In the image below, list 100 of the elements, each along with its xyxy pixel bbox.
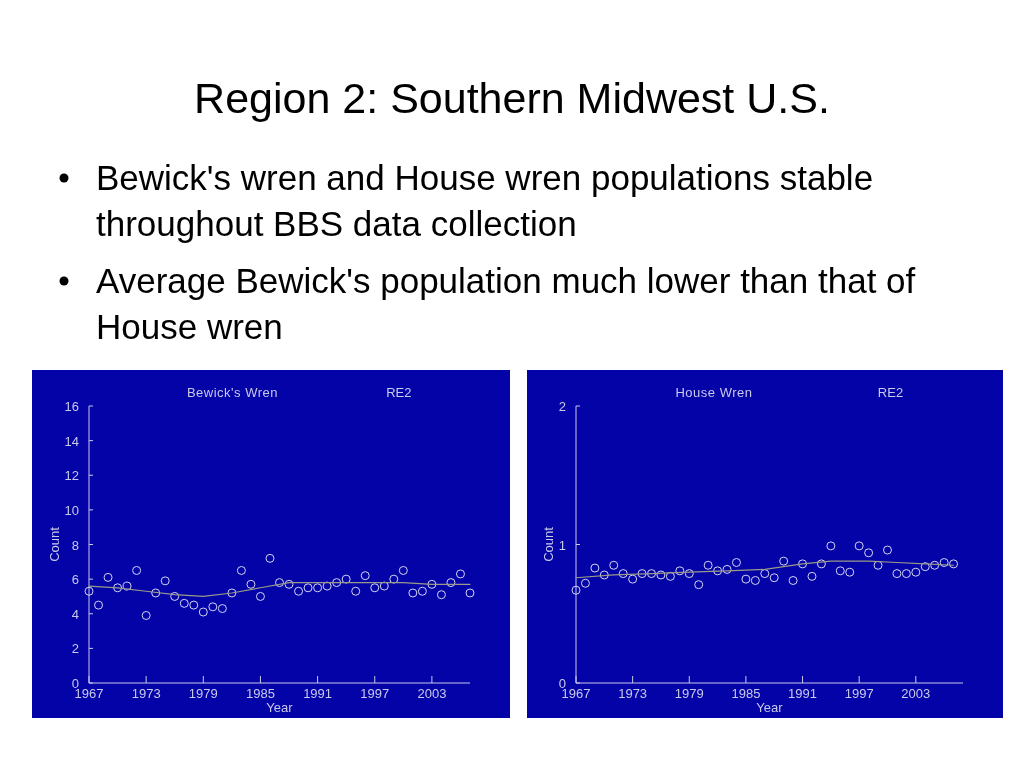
point [351,586,361,596]
point [731,558,741,568]
point [94,600,104,610]
point [360,571,370,581]
point [684,569,694,579]
x-axis-title: Year [756,700,784,715]
point [170,591,180,601]
text: Region 2: Southern Midwest U.S. [194,74,830,122]
point [446,578,456,588]
point [113,583,123,593]
point [788,576,798,586]
point [656,570,666,580]
point [341,574,351,584]
point [779,556,789,566]
point [322,581,332,591]
point [370,583,380,593]
point [571,585,581,595]
x-tick-label: 1973 [131,686,161,701]
point [599,570,609,580]
chart-title: Bewick's Wren [186,385,279,400]
point [408,588,418,598]
x-tick-label: 1991 [788,686,817,701]
y-tick-label: 1 [558,537,566,553]
x-tick-label: 1997 [844,686,874,701]
point [864,548,874,558]
point [722,564,732,574]
y-tick-label: 8 [71,537,79,553]
point [609,560,619,570]
point [294,586,304,596]
point [713,566,723,576]
point [455,569,465,579]
point [807,571,817,581]
point [694,580,704,590]
point [179,598,189,608]
point [398,565,408,575]
point [816,559,826,569]
x-tick-label: 1997 [360,686,390,701]
point [332,578,342,588]
point [265,553,275,563]
point [303,583,313,593]
y-tick-label: 10 [64,502,79,518]
point [873,560,883,570]
point [760,569,770,579]
x-tick-label: 1973 [618,686,648,701]
x-tick-label: 1985 [245,686,275,701]
x-tick-label: 1991 [303,686,333,701]
y-tick-label: 2 [558,399,566,414]
point [854,541,864,551]
point [647,569,657,579]
x-tick-label: 1985 [731,686,761,701]
point [427,579,437,589]
point [628,574,638,584]
point [236,565,246,575]
point [122,581,132,591]
point [750,576,760,586]
point [417,586,427,596]
point [275,578,284,588]
point [84,586,94,596]
point [246,579,256,589]
x-tick-label: 2003 [901,686,931,701]
point [798,559,808,569]
text: Bewick's wren and House wren populations stable throughout BBS data collection [96,158,874,243]
x-tick-label: 2003 [417,686,447,701]
y-tick-label: 4 [71,606,79,622]
point [920,562,930,572]
point [911,567,921,577]
y-axis-title: Count [46,526,62,562]
point [618,569,628,579]
point [882,545,892,555]
point [132,565,142,575]
point [198,607,208,617]
y-tick-label: 6 [71,572,79,588]
chart-title: House Wren [675,385,753,400]
x-tick-label: 1979 [674,686,704,701]
y-tick-label: 12 [64,468,79,484]
y-tick-label: 14 [64,433,79,449]
point [379,581,389,591]
point [892,569,902,579]
point [313,583,323,593]
point [930,560,940,570]
point [436,590,446,600]
point [590,563,600,573]
point [103,572,113,582]
text: Average Bewick's population much lower than that of House wren [96,261,916,346]
point [949,559,959,569]
point [826,541,836,551]
point [769,573,779,583]
y-axis-title: Count [540,526,556,562]
point [845,567,855,577]
point [151,588,161,598]
point [208,602,218,612]
point [703,560,713,570]
point [835,566,845,576]
point [189,600,199,610]
y-tick-label: 16 [64,399,79,414]
point [465,588,475,598]
chart-subtitle: RE2 [386,385,412,400]
chart-subtitle: RE2 [877,385,904,400]
x-tick-label: 1979 [188,686,218,701]
point [160,576,170,586]
